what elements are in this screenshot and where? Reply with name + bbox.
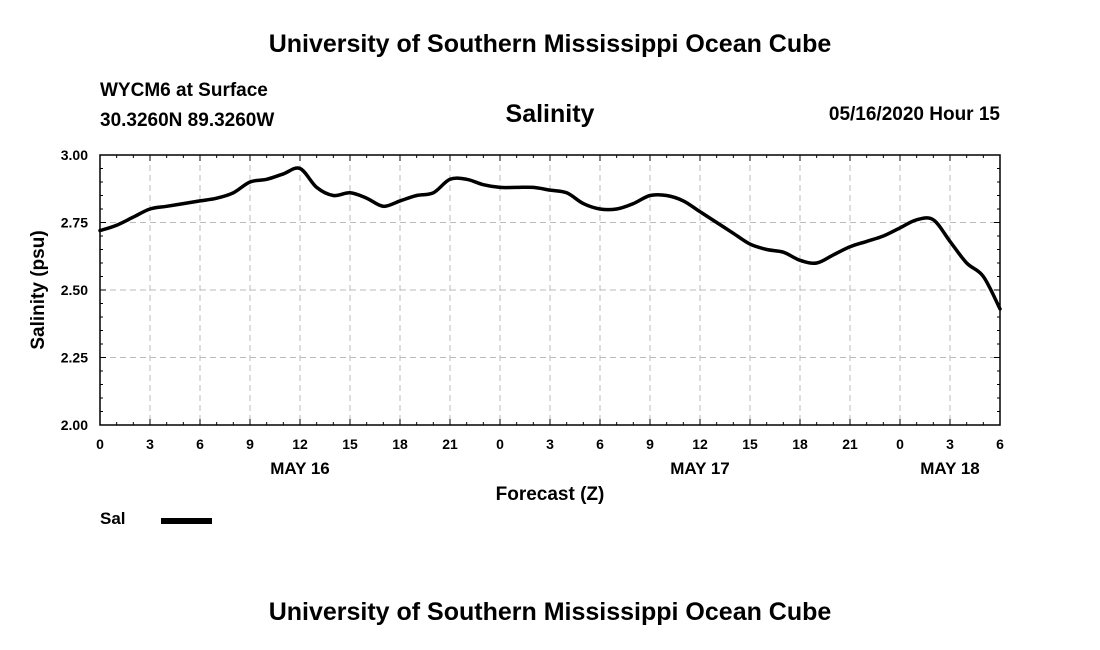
x-tick-label: 3 — [546, 436, 554, 452]
y-tick-label: 3.00 — [61, 147, 88, 163]
x-tick-label: 0 — [496, 436, 504, 452]
date-label: MAY 18 — [920, 459, 980, 478]
legend-line-swatch — [161, 518, 212, 524]
x-axis-label: Forecast (Z) — [496, 484, 605, 505]
x-tick-label: 6 — [596, 436, 604, 452]
x-tick-label: 18 — [392, 436, 408, 452]
station-name: WYCM6 at Surface — [100, 80, 268, 101]
chart-title: Salinity — [505, 100, 595, 128]
x-tick-label: 6 — [196, 436, 204, 452]
x-tick-label: 15 — [342, 436, 358, 452]
chart-header-title: University of Southern Mississippi Ocean… — [268, 30, 832, 58]
x-tick-label: 0 — [896, 436, 904, 452]
x-tick-label: 18 — [792, 436, 808, 452]
y-tick-label: 2.00 — [61, 417, 88, 433]
x-tick-label: 12 — [692, 436, 708, 452]
legend-label: Sal — [100, 509, 126, 528]
station-coords: 30.3260N 89.3260W — [100, 110, 275, 131]
chart-footer-title: University of Southern Mississippi Ocean… — [268, 598, 832, 626]
y-tick-label: 2.25 — [61, 350, 88, 366]
salinity-series-line — [98, 166, 1002, 311]
x-tick-label: 3 — [946, 436, 954, 452]
y-tick-label: 2.75 — [61, 215, 88, 231]
x-tick-label: 15 — [742, 436, 758, 452]
x-tick-label: 12 — [292, 436, 308, 452]
date-label: MAY 17 — [670, 459, 730, 478]
date-label: MAY 16 — [270, 459, 330, 478]
x-tick-label: 6 — [996, 436, 1004, 452]
station-info: WYCM6 at Surface 30.3260N 89.3260W — [100, 76, 274, 136]
x-tick-label: 21 — [842, 436, 858, 452]
x-tick-label: 0 — [96, 436, 104, 452]
y-tick-label: 2.50 — [61, 282, 88, 298]
forecast-datetime: 05/16/2020 Hour 15 — [828, 104, 1000, 125]
x-tick-label: 21 — [442, 436, 458, 452]
x-tick-label: 9 — [646, 436, 654, 452]
y-axis-label: Salinity (psu) — [28, 230, 49, 349]
x-tick-label: 3 — [146, 436, 154, 452]
x-tick-label: 9 — [246, 436, 254, 452]
